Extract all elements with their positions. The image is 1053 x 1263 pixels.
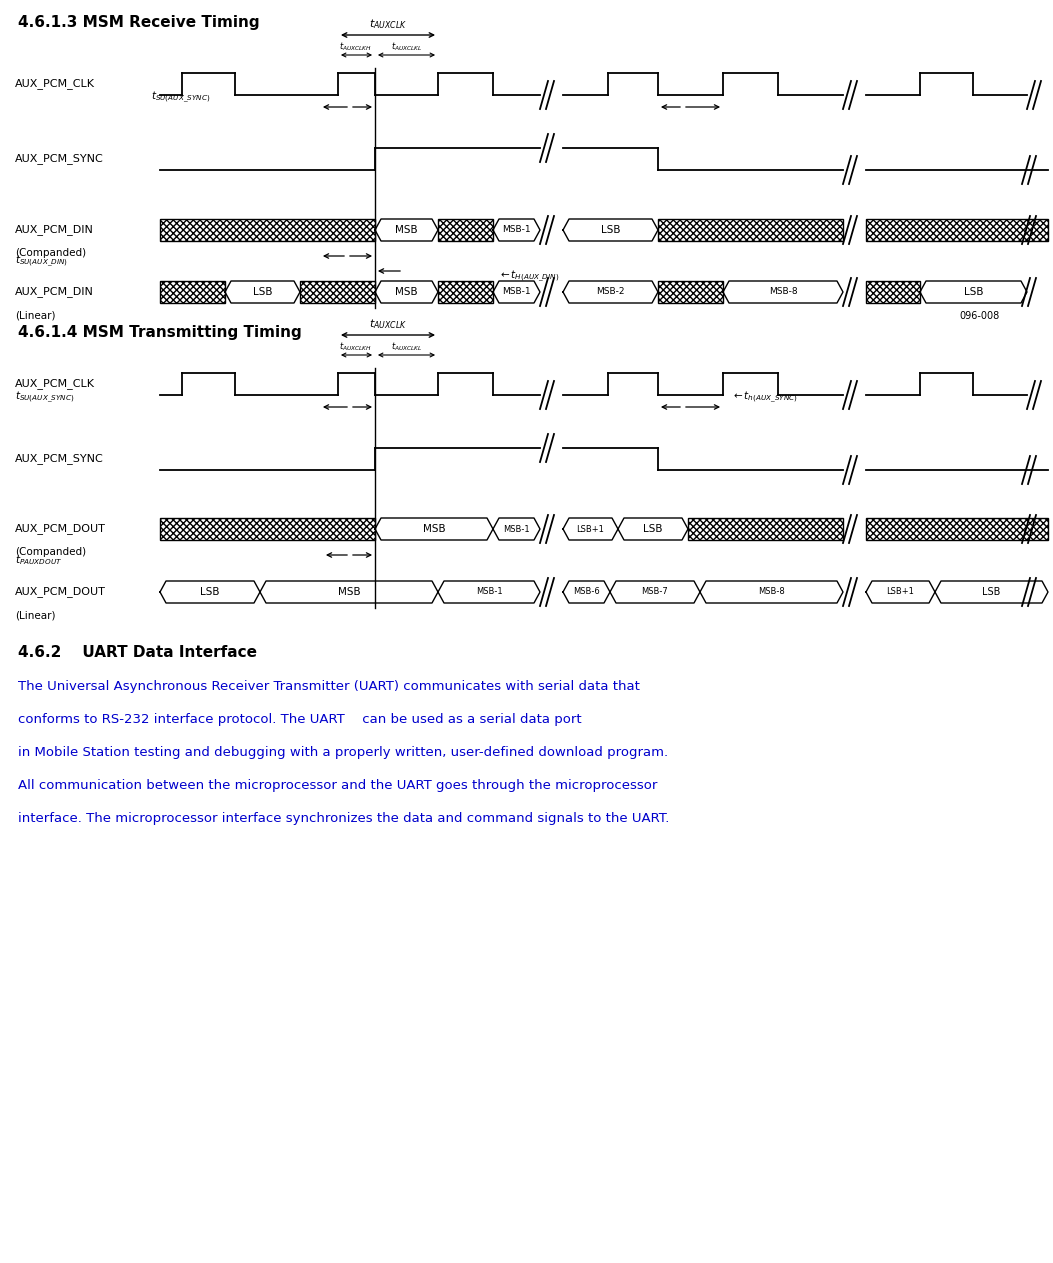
- Bar: [300, 280, 375, 303]
- Bar: [866, 518, 1048, 541]
- Polygon shape: [375, 218, 438, 241]
- Polygon shape: [375, 518, 493, 541]
- Bar: [866, 218, 1048, 241]
- Text: 4.6.1.3 MSM Receive Timing: 4.6.1.3 MSM Receive Timing: [18, 15, 260, 30]
- Bar: [866, 280, 920, 303]
- Text: $t_{AUXCLK}$: $t_{AUXCLK}$: [369, 317, 408, 331]
- Polygon shape: [563, 280, 658, 303]
- Text: (Companded): (Companded): [15, 547, 86, 557]
- Text: $t_{AUXCLKL}$: $t_{AUXCLKL}$: [391, 40, 422, 53]
- Text: in Mobile Station testing and debugging with a properly written, user-defined do: in Mobile Station testing and debugging …: [18, 746, 668, 759]
- Text: MSB-1: MSB-1: [503, 524, 530, 533]
- Text: AUX_PCM_SYNC: AUX_PCM_SYNC: [15, 154, 104, 164]
- Text: MSB-1: MSB-1: [502, 288, 531, 297]
- Text: The Universal Asynchronous Receiver Transmitter (UART) communicates with serial : The Universal Asynchronous Receiver Tran…: [18, 679, 640, 693]
- Text: 096-008: 096-008: [959, 311, 1000, 321]
- Bar: [438, 280, 493, 303]
- Text: LSB+1: LSB+1: [577, 524, 604, 533]
- Text: MSB-7: MSB-7: [641, 587, 669, 596]
- Bar: [688, 518, 843, 541]
- Text: MSB-6: MSB-6: [573, 587, 600, 596]
- Polygon shape: [700, 581, 843, 602]
- Text: All communication between the microprocessor and the UART goes through the micro: All communication between the microproce…: [18, 779, 657, 792]
- Polygon shape: [438, 581, 540, 602]
- Bar: [160, 280, 225, 303]
- Bar: [658, 218, 843, 241]
- Text: LSB: LSB: [200, 587, 220, 597]
- Polygon shape: [160, 581, 260, 602]
- Text: (Companded): (Companded): [15, 248, 86, 258]
- Text: $t_{SU(AUX\_DIN)}$: $t_{SU(AUX\_DIN)}$: [15, 254, 68, 269]
- Polygon shape: [225, 280, 300, 303]
- Text: $t_{SU(AUX\_SYNC)}$: $t_{SU(AUX\_SYNC)}$: [15, 390, 75, 405]
- Text: MSB-8: MSB-8: [769, 288, 797, 297]
- Text: MSB-2: MSB-2: [596, 288, 624, 297]
- Bar: [160, 518, 375, 541]
- Text: LSB: LSB: [643, 524, 662, 534]
- Bar: [160, 280, 225, 303]
- Text: AUX_PCM_SYNC: AUX_PCM_SYNC: [15, 453, 104, 465]
- Polygon shape: [563, 581, 610, 602]
- Polygon shape: [493, 280, 540, 303]
- Text: $\leftarrow t_{h(AUX\_SYNC)}$: $\leftarrow t_{h(AUX\_SYNC)}$: [731, 390, 798, 405]
- Bar: [688, 518, 843, 541]
- Text: MSB-1: MSB-1: [502, 226, 531, 235]
- Bar: [658, 280, 723, 303]
- Text: conforms to RS-232 interface protocol. The UART  can be used as a serial data po: conforms to RS-232 interface protocol. T…: [18, 714, 581, 726]
- Text: MSB: MSB: [395, 225, 418, 235]
- Text: $t_{AUXCLK}$: $t_{AUXCLK}$: [369, 18, 408, 32]
- Text: 4.6.2    UART Data Interface: 4.6.2 UART Data Interface: [18, 645, 257, 661]
- Text: LSB+1: LSB+1: [887, 587, 914, 596]
- Bar: [300, 280, 375, 303]
- Text: $t_{SU(AUX\_SYNC)}$: $t_{SU(AUX\_SYNC)}$: [151, 90, 210, 105]
- Text: AUX_PCM_DIN: AUX_PCM_DIN: [15, 287, 94, 298]
- Text: 4.6.1.4 MSM Transmitting Timing: 4.6.1.4 MSM Transmitting Timing: [18, 325, 302, 340]
- Polygon shape: [493, 218, 540, 241]
- Polygon shape: [610, 581, 700, 602]
- Text: MSB-8: MSB-8: [758, 587, 784, 596]
- Polygon shape: [920, 280, 1027, 303]
- Polygon shape: [935, 581, 1048, 602]
- Bar: [866, 518, 1048, 541]
- Bar: [438, 218, 493, 241]
- Polygon shape: [563, 218, 658, 241]
- Text: LSB: LSB: [601, 225, 620, 235]
- Text: AUX_PCM_CLK: AUX_PCM_CLK: [15, 78, 95, 90]
- Text: MSB: MSB: [422, 524, 445, 534]
- Polygon shape: [723, 280, 843, 303]
- Text: $t_{AUXCLKL}$: $t_{AUXCLKL}$: [391, 341, 422, 352]
- Text: MSB: MSB: [338, 587, 360, 597]
- Text: LSB: LSB: [982, 587, 1000, 597]
- Polygon shape: [563, 518, 618, 541]
- Text: $\leftarrow t_{H(AUX\_DIN)}$: $\leftarrow t_{H(AUX\_DIN)}$: [498, 269, 559, 284]
- Bar: [160, 218, 375, 241]
- Polygon shape: [260, 581, 438, 602]
- Text: AUX_PCM_DIN: AUX_PCM_DIN: [15, 225, 94, 235]
- Text: (Linear): (Linear): [15, 610, 56, 620]
- Bar: [438, 280, 493, 303]
- Text: $t_{AUXCLKH}$: $t_{AUXCLKH}$: [339, 40, 372, 53]
- Text: LSB: LSB: [963, 287, 984, 297]
- Text: interface. The microprocessor interface synchronizes the data and command signal: interface. The microprocessor interface …: [18, 812, 670, 825]
- Text: AUX_PCM_DOUT: AUX_PCM_DOUT: [15, 586, 106, 597]
- Polygon shape: [866, 581, 935, 602]
- Bar: [160, 518, 375, 541]
- Bar: [866, 218, 1048, 241]
- Bar: [160, 218, 375, 241]
- Bar: [658, 218, 843, 241]
- Text: (Linear): (Linear): [15, 309, 56, 320]
- Text: $t_{AUXCLKH}$: $t_{AUXCLKH}$: [339, 341, 372, 352]
- Text: AUX_PCM_DOUT: AUX_PCM_DOUT: [15, 524, 106, 534]
- Polygon shape: [618, 518, 688, 541]
- Polygon shape: [493, 518, 540, 541]
- Polygon shape: [375, 280, 438, 303]
- Text: LSB: LSB: [253, 287, 273, 297]
- Text: AUX_PCM_CLK: AUX_PCM_CLK: [15, 379, 95, 389]
- Bar: [866, 280, 920, 303]
- Text: $t_{PAUXDOUT}$: $t_{PAUXDOUT}$: [15, 553, 62, 567]
- Bar: [658, 280, 723, 303]
- Text: MSB-1: MSB-1: [476, 587, 502, 596]
- Text: MSB: MSB: [395, 287, 418, 297]
- Bar: [438, 218, 493, 241]
